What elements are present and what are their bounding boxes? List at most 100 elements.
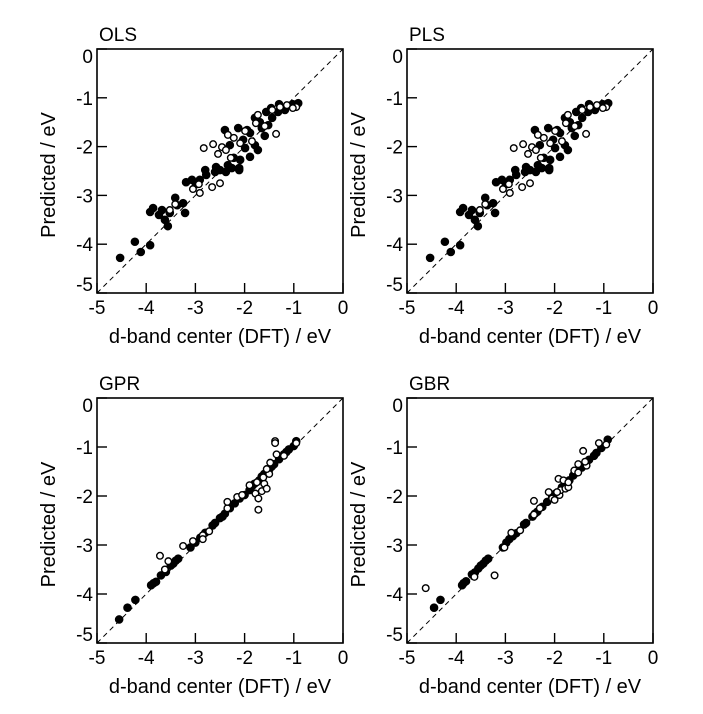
data-point-filled — [436, 595, 445, 605]
data-point-open — [564, 478, 573, 487]
data-point-open — [251, 119, 260, 128]
data-point-open — [194, 180, 203, 189]
y-tick-label: -1 — [386, 89, 403, 110]
data-point-open — [516, 526, 525, 535]
data-point-filled — [543, 123, 553, 133]
data-point-filled — [545, 155, 555, 165]
data-point-open — [602, 440, 611, 449]
data-point-open — [155, 551, 164, 560]
data-point-open — [524, 149, 533, 158]
data-point-filled — [148, 203, 158, 213]
x-tick-label: -1 — [595, 298, 612, 319]
data-point-open — [179, 541, 188, 550]
data-point-open — [557, 137, 566, 146]
data-point-filled — [467, 205, 477, 215]
data-point-open — [500, 543, 509, 552]
x-tick-label: -1 — [285, 298, 302, 319]
data-point-filled — [151, 577, 161, 587]
data-point-open — [470, 572, 479, 581]
x-tick-label: -3 — [497, 298, 514, 319]
data-point-open — [171, 200, 180, 209]
x-tick-label: 0 — [648, 648, 659, 669]
data-point-open — [570, 122, 579, 131]
panel-title: GBR — [409, 374, 450, 395]
x-tick-label: -5 — [89, 298, 106, 319]
x-tick-label: -2 — [546, 298, 563, 319]
y-tick-label: -1 — [386, 438, 403, 459]
data-point-open — [288, 104, 297, 113]
data-point-filled — [483, 554, 493, 564]
data-point-filled — [245, 152, 255, 162]
data-point-filled — [544, 165, 554, 175]
y-tick-label: -5 — [386, 275, 403, 296]
data-point-open — [271, 439, 280, 448]
x-tick-label: -4 — [138, 298, 155, 319]
data-point-open — [582, 129, 591, 138]
panel-title: GPR — [99, 374, 140, 395]
plot-frame — [96, 397, 344, 644]
data-point-open — [221, 146, 230, 155]
data-point-open — [529, 496, 538, 505]
data-point-open — [553, 488, 562, 497]
data-point-filled — [227, 163, 237, 173]
y-tick-label: -5 — [76, 275, 93, 296]
data-point-open — [262, 484, 271, 493]
y-tick-label: -4 — [386, 585, 403, 606]
y-axis-label: Predicted / eV — [348, 461, 370, 587]
plot-frame — [96, 48, 344, 294]
data-point-open — [509, 144, 518, 153]
data-point-open — [276, 103, 285, 112]
x-axis-label: d-band center (DFT) / eV — [109, 326, 332, 348]
data-point-filled — [131, 595, 140, 605]
data-point-filled — [234, 165, 244, 175]
panel-pls: -5 -4 -3 -2 -1 0 0 -1 -2 -3 -4 -5 PLS d-band center (… — [348, 25, 658, 348]
data-point-open — [188, 185, 197, 194]
x-tick-label: -4 — [448, 298, 465, 319]
data-point-filled — [555, 152, 565, 162]
y-axis-label: Predicted / eV — [38, 112, 60, 238]
data-point-open — [208, 183, 217, 192]
data-point-open — [272, 450, 281, 459]
data-point-open — [266, 458, 275, 467]
data-point-open — [215, 179, 224, 188]
y-tick-label: 0 — [392, 47, 403, 68]
data-point-open — [165, 206, 174, 215]
data-point-open — [535, 504, 544, 513]
y-axis-label: Predicted / eV — [348, 112, 370, 238]
data-point-filled — [210, 167, 220, 177]
y-tick-label: -2 — [76, 138, 93, 159]
data-point-open — [505, 188, 514, 197]
x-tick-label: -4 — [138, 648, 155, 669]
data-point-filled — [157, 205, 167, 215]
data-point-open — [586, 103, 595, 112]
data-point-open — [254, 494, 263, 503]
data-point-open — [254, 505, 263, 514]
data-point-open — [214, 149, 223, 158]
data-point-open — [188, 537, 197, 546]
data-point-open — [238, 491, 247, 500]
data-point-filled — [425, 253, 435, 263]
y-tick-label: -2 — [76, 487, 93, 508]
data-point-open — [481, 200, 490, 209]
data-point-filled — [235, 155, 245, 165]
data-point-filled — [173, 554, 183, 564]
data-point-open — [262, 465, 271, 474]
y-tick-label: -3 — [386, 186, 403, 207]
data-point-open — [421, 584, 430, 593]
data-point-open — [529, 510, 538, 519]
data-point-open — [579, 446, 588, 455]
x-tick-label: -3 — [187, 648, 204, 669]
data-point-filled — [123, 603, 132, 613]
data-point-open — [199, 144, 208, 153]
data-point-filled — [455, 240, 465, 250]
data-point-open — [551, 126, 560, 135]
x-tick-label: -1 — [285, 648, 302, 669]
data-point-open — [574, 460, 583, 469]
x-tick-label: -3 — [497, 648, 514, 669]
x-tick-label: 0 — [338, 648, 349, 669]
data-point-filled — [488, 198, 498, 208]
data-point-open — [598, 104, 607, 113]
panel-gpr: -5 -4 -3 -2 -1 0 0 -1 -2 -3 -4 -5 GPR d-band center (… — [38, 374, 348, 698]
x-tick-label: -5 — [89, 648, 106, 669]
